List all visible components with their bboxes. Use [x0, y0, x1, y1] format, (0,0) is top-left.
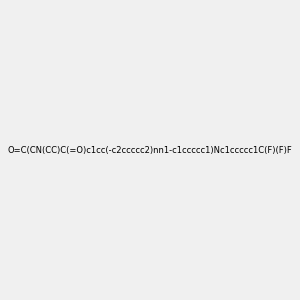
Text: O=C(CN(CC)C(=O)c1cc(-c2ccccc2)nn1-c1ccccc1)Nc1ccccc1C(F)(F)F: O=C(CN(CC)C(=O)c1cc(-c2ccccc2)nn1-c1cccc…	[8, 146, 292, 154]
